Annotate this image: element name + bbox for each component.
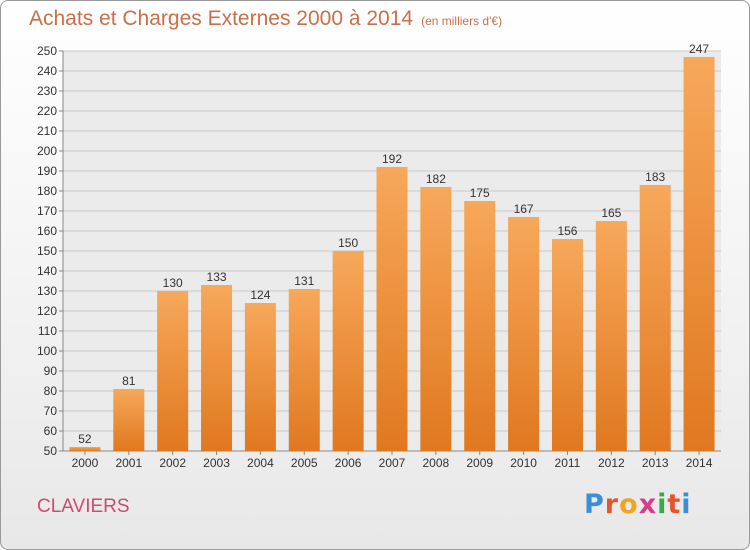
y-tick-label: 150	[37, 244, 57, 258]
logo-letter: i	[681, 489, 692, 520]
data-label: 150	[338, 236, 358, 250]
x-tick-label: 2000	[72, 456, 99, 470]
data-label: 81	[122, 374, 136, 388]
y-tick-label: 100	[37, 344, 57, 358]
data-label: 131	[294, 274, 314, 288]
bar	[113, 389, 145, 451]
logo-letter: P	[584, 489, 605, 520]
bar	[244, 303, 276, 451]
bar	[376, 167, 408, 451]
data-label: 52	[78, 432, 92, 446]
chart-title: Achats et Charges Externes 2000 à 2014 (e…	[29, 7, 502, 31]
data-label: 130	[163, 276, 183, 290]
title-text: Achats et Charges Externes 2000 à 2014	[29, 7, 414, 30]
y-tick-label: 130	[37, 284, 57, 298]
proxiti-logo: Proxiti	[584, 489, 692, 520]
y-tick-label: 190	[37, 164, 57, 178]
logo-letter: r	[604, 489, 620, 520]
data-label: 167	[514, 202, 534, 216]
y-tick-label: 170	[37, 204, 57, 218]
logo-letter: o	[619, 489, 639, 520]
data-label: 124	[250, 288, 270, 302]
y-tick-label: 180	[37, 184, 57, 198]
data-label: 182	[426, 172, 446, 186]
x-tick-label: 2009	[466, 456, 493, 470]
x-tick-label: 2003	[203, 456, 230, 470]
x-tick-label: 2001	[115, 456, 142, 470]
y-tick-label: 160	[37, 224, 57, 238]
x-tick-label: 2012	[598, 456, 625, 470]
x-tick-label: 2005	[291, 456, 318, 470]
x-tick-label: 2010	[510, 456, 537, 470]
bar	[69, 447, 101, 451]
data-label: 133	[207, 270, 227, 284]
bar	[332, 251, 364, 451]
y-tick-label: 50	[44, 444, 58, 458]
data-label: 247	[689, 42, 709, 56]
data-label: 156	[557, 224, 577, 238]
x-tick-label: 2007	[379, 456, 406, 470]
x-tick-label: 2008	[423, 456, 450, 470]
x-tick-label: 2011	[555, 456, 581, 470]
x-tick-label: 2013	[642, 456, 669, 470]
x-tick-label: 2006	[335, 456, 362, 470]
y-tick-label: 110	[38, 324, 57, 338]
y-tick-label: 140	[37, 264, 57, 278]
bar	[508, 217, 540, 451]
logo-letter: x	[638, 489, 658, 520]
logo-letter: t	[667, 489, 682, 520]
bar	[420, 187, 452, 451]
bar	[595, 221, 627, 451]
y-tick-label: 60	[44, 424, 58, 438]
bar	[683, 57, 715, 451]
x-tick-label: 2002	[159, 456, 186, 470]
x-tick-label: 2004	[247, 456, 274, 470]
y-tick-label: 120	[37, 304, 57, 318]
x-tick-label: 2014	[686, 456, 713, 470]
y-tick-label: 80	[44, 384, 58, 398]
y-tick-label: 240	[37, 64, 57, 78]
y-tick-label: 230	[37, 84, 57, 98]
y-tick-label: 90	[44, 364, 58, 378]
logo-letter: i	[657, 489, 668, 520]
data-label: 165	[601, 206, 621, 220]
bar	[288, 289, 320, 451]
bar	[639, 185, 671, 451]
y-tick-label: 70	[44, 404, 58, 418]
y-tick-label: 220	[37, 104, 57, 118]
data-label: 175	[470, 186, 490, 200]
bar	[201, 285, 233, 451]
data-label: 183	[645, 170, 665, 184]
bar	[464, 201, 496, 451]
title-unit: (en milliers d'€)	[421, 14, 503, 28]
bar	[551, 239, 583, 451]
bar	[157, 291, 189, 451]
y-tick-label: 200	[37, 144, 57, 158]
y-tick-label: 250	[37, 44, 57, 58]
y-tick-label: 210	[37, 124, 57, 138]
data-label: 192	[382, 152, 402, 166]
commune-name: CLAVIERS	[37, 496, 130, 517]
